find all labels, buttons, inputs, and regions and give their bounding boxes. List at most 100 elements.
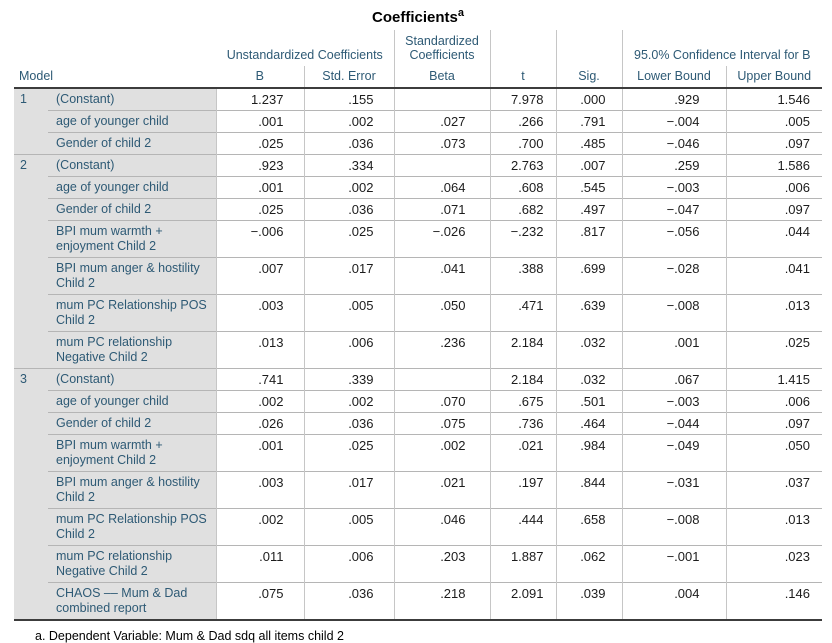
value-cell-beta xyxy=(393,154,490,177)
model-number-cell xyxy=(14,198,48,221)
group-header-unstandardized: Unstandardized Coefficients xyxy=(216,30,395,66)
group-header-confidence-interval: 95.0% Confidence Interval for B xyxy=(634,48,811,62)
table-row: BPI mum warmth + enjoyment Child 2.001.0… xyxy=(14,434,822,472)
value-cell-se: .036 xyxy=(303,412,394,435)
value-cell-se: .334 xyxy=(303,154,394,177)
value-cell-sig: .007 xyxy=(555,154,622,177)
value-cell-b: .026 xyxy=(215,412,304,435)
value-cell-sig: .062 xyxy=(555,545,622,583)
predictor-label-cell: mum PC relationship Negative Child 2 xyxy=(48,545,216,583)
value-cell-beta: .027 xyxy=(393,110,490,133)
model-number-cell xyxy=(14,257,48,295)
value-cell-beta: .075 xyxy=(393,412,490,435)
value-cell-se: .002 xyxy=(303,390,394,413)
value-cell-lower: −.047 xyxy=(621,198,726,221)
value-cell-b: .001 xyxy=(215,434,304,472)
value-cell-se: .005 xyxy=(303,508,394,546)
value-cell-lower: −.046 xyxy=(621,132,726,155)
value-cell-se: .006 xyxy=(303,545,394,583)
value-cell-upper: 1.415 xyxy=(725,368,822,391)
table-row: mum PC relationship Negative Child 2.011… xyxy=(14,545,822,583)
predictor-label-cell: age of younger child xyxy=(48,390,216,413)
value-cell-b: .025 xyxy=(215,132,304,155)
value-cell-t: 7.978 xyxy=(489,87,556,111)
model-number-cell: 2 xyxy=(14,154,48,177)
value-cell-sig: .000 xyxy=(555,87,622,111)
value-cell-lower: −.008 xyxy=(621,508,726,546)
model-number-cell xyxy=(14,582,48,621)
value-cell-t: .682 xyxy=(489,198,556,221)
value-cell-b: .011 xyxy=(215,545,304,583)
col-header-upper-bound: Upper Bound xyxy=(737,69,812,83)
table-footnote: a. Dependent Variable: Mum & Dad sdq all… xyxy=(35,629,344,643)
value-cell-se: .339 xyxy=(303,368,394,391)
value-cell-lower: −.003 xyxy=(621,390,726,413)
model-number-cell xyxy=(14,331,48,369)
value-cell-sig: .658 xyxy=(555,508,622,546)
table-row: Gender of child 2.025.036.071.682.497 −.0… xyxy=(14,198,822,221)
value-cell-upper: .097 xyxy=(725,132,822,155)
value-cell-beta: .041 xyxy=(393,257,490,295)
value-cell-t: .471 xyxy=(489,294,556,332)
table-title-footnote-marker: a xyxy=(457,7,464,19)
value-cell-lower: −.003 xyxy=(621,176,726,199)
predictor-label-cell: BPI mum warmth + enjoyment Child 2 xyxy=(48,220,216,258)
predictor-label-cell: mum PC relationship Negative Child 2 xyxy=(48,331,216,369)
predictor-label-cell: BPI mum warmth + enjoyment Child 2 xyxy=(48,434,216,472)
value-cell-upper: .146 xyxy=(725,582,822,621)
model-number-cell xyxy=(14,545,48,583)
col-header-t: t xyxy=(490,66,557,88)
value-cell-lower: −.008 xyxy=(621,294,726,332)
value-cell-se: .025 xyxy=(303,220,394,258)
predictor-label-cell: CHAOS –– Mum & Dad combined report xyxy=(48,582,216,621)
value-cell-sig: .699 xyxy=(555,257,622,295)
value-cell-sig: .464 xyxy=(555,412,622,435)
predictor-label-cell: (Constant) xyxy=(48,154,216,177)
model-number-cell xyxy=(14,412,48,435)
value-cell-sig: .791 xyxy=(555,110,622,133)
model-number-cell xyxy=(14,508,48,546)
table-row: 3 (Constant) .741.339 2.184.032.067 1.415 xyxy=(14,368,822,391)
value-cell-lower: .929 xyxy=(621,87,726,111)
value-cell-beta: .002 xyxy=(393,434,490,472)
model-number-cell xyxy=(14,471,48,509)
predictor-label-cell: age of younger child xyxy=(48,110,216,133)
value-cell-b: .741 xyxy=(215,368,304,391)
value-cell-t: 2.184 xyxy=(489,368,556,391)
model-number-cell xyxy=(14,132,48,155)
value-cell-sig: .639 xyxy=(555,294,622,332)
value-cell-b: .025 xyxy=(215,198,304,221)
spss-output-page: Coefficientsa Model Unstandardized Coeff… xyxy=(0,7,832,643)
table-row: mum PC relationship Negative Child 2.013… xyxy=(14,331,822,369)
group-spacer-t xyxy=(490,30,557,66)
value-cell-sig: .485 xyxy=(555,132,622,155)
predictor-label-cell: BPI mum anger & hostility Child 2 xyxy=(48,471,216,509)
value-cell-upper: .050 xyxy=(725,434,822,472)
value-cell-beta: .070 xyxy=(393,390,490,413)
value-cell-b: .002 xyxy=(215,390,304,413)
model-number-cell xyxy=(14,434,48,472)
col-header-b: B xyxy=(216,66,305,88)
value-cell-se: .036 xyxy=(303,582,394,621)
value-cell-upper: 1.546 xyxy=(725,87,822,111)
value-cell-lower: −.044 xyxy=(621,412,726,435)
table-header: Model Unstandardized Coefficients Standa… xyxy=(14,30,822,88)
value-cell-beta: .046 xyxy=(393,508,490,546)
value-cell-b: 1.237 xyxy=(215,87,304,111)
table-row: BPI mum warmth + enjoyment Child 2 −.006.… xyxy=(14,220,822,258)
table-row: BPI mum anger & hostility Child 2.007.01… xyxy=(14,257,822,295)
value-cell-b: .001 xyxy=(215,110,304,133)
value-cell-se: .002 xyxy=(303,110,394,133)
table-row: age of younger child .002.002.070.675.501… xyxy=(14,390,822,413)
value-cell-sig: .545 xyxy=(555,176,622,199)
value-cell-upper: .023 xyxy=(725,545,822,583)
value-cell-se: .025 xyxy=(303,434,394,472)
value-cell-lower: −.028 xyxy=(621,257,726,295)
value-cell-beta: .064 xyxy=(393,176,490,199)
value-cell-t: .266 xyxy=(489,110,556,133)
table-row: CHAOS –– Mum & Dad combined report .075.0… xyxy=(14,582,822,621)
value-cell-lower: −.004 xyxy=(621,110,726,133)
predictor-label-cell: (Constant) xyxy=(48,87,216,111)
value-cell-b: .003 xyxy=(215,471,304,509)
value-cell-b: .923 xyxy=(215,154,304,177)
